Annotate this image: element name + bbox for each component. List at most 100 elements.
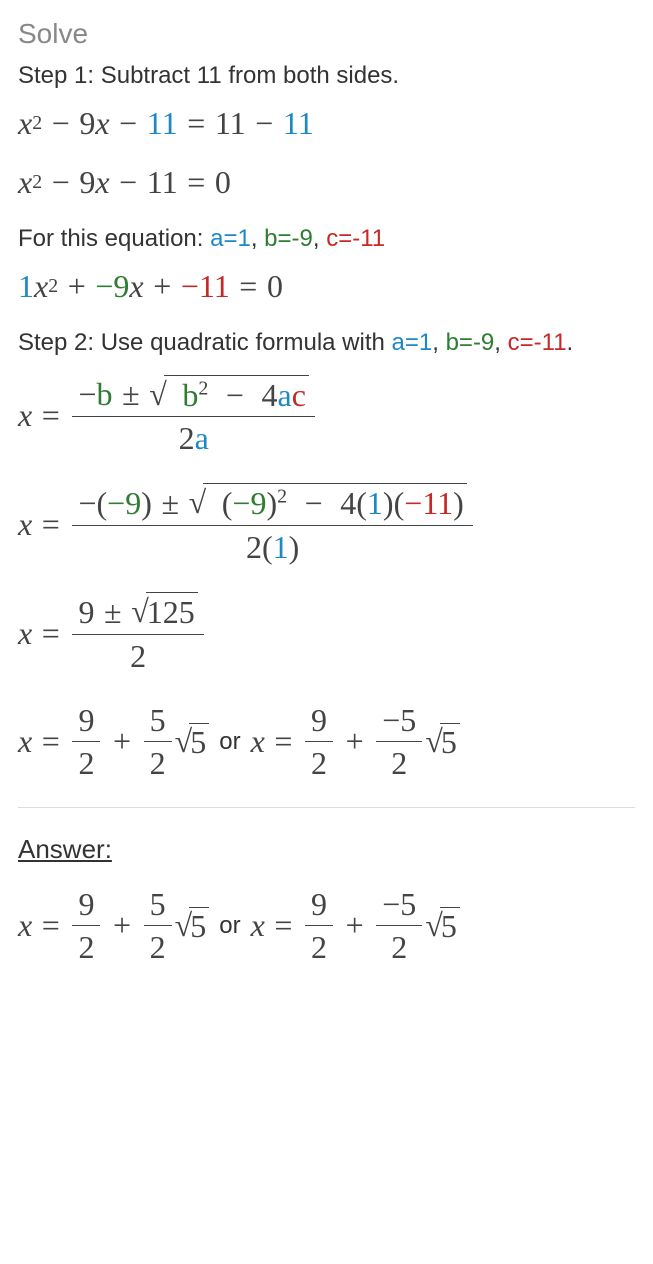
equals: = — [187, 164, 205, 201]
a-val: 1 — [367, 485, 383, 521]
answer-line: x = 92 + 52 √5 or x = 92 + −52 √5 — [18, 883, 635, 969]
equation-line-1: x2 − 9x − 11 = 11 − 11 — [18, 105, 635, 142]
coef-a: 1 — [18, 268, 34, 305]
plus-op: + — [346, 907, 364, 944]
step1-text: Step 1: Subtract 11 from both sides. — [18, 60, 635, 91]
equals: = — [42, 615, 60, 652]
var-x: x — [18, 397, 32, 434]
pm-op: ± — [161, 484, 179, 522]
minus-op: − — [119, 164, 137, 201]
plus-op: + — [68, 268, 86, 305]
var-a: a — [278, 377, 292, 413]
quadratic-substituted: x = −(−9) ± √ (−9)2 − 4(1)(−11) 2(1) — [18, 481, 635, 568]
close-paren: ) — [289, 528, 300, 566]
exp-2: 2 — [277, 486, 287, 508]
var-x: x — [18, 506, 32, 543]
equals: = — [274, 907, 292, 944]
two: 2 — [179, 419, 195, 457]
equals: = — [239, 268, 257, 305]
plus-op: + — [153, 268, 171, 305]
a-value: a=1 — [392, 329, 433, 356]
sqrt-125: √ 125 — [131, 592, 198, 631]
open-paren: ( — [356, 485, 367, 521]
four: 4 — [340, 485, 356, 521]
minus-op: − — [52, 164, 70, 201]
comma: , — [313, 225, 326, 252]
pm-op: ± — [122, 375, 140, 413]
for-eq-prefix: For this equation: — [18, 225, 210, 252]
four: 4 — [262, 377, 278, 413]
comma: , — [494, 329, 507, 356]
frac-m5-2: −52 — [376, 699, 422, 785]
open-paren: ( — [262, 528, 273, 566]
formula-fraction: −b ± √ b2 − 4ac 2a — [72, 373, 315, 460]
neg-b: −b — [78, 375, 112, 413]
coef-9: 9 — [79, 105, 95, 142]
exp-2: 2 — [32, 112, 42, 135]
close-paren: ) — [383, 485, 394, 521]
var-x: x — [18, 723, 32, 760]
pm-op: ± — [104, 593, 122, 631]
var-x: x — [95, 105, 109, 142]
sqrt-5: √5 — [175, 723, 210, 761]
var-a: a — [195, 419, 209, 457]
sub-fraction: −(−9) ± √ (−9)2 − 4(1)(−11) 2(1) — [72, 481, 472, 568]
var-c: c — [292, 377, 306, 413]
coef-c: −11 — [181, 268, 230, 305]
const-11-hl: 11 — [147, 105, 178, 142]
or-text: or — [219, 912, 240, 940]
two: 2 — [246, 528, 262, 566]
minus-op: − — [255, 105, 273, 142]
var-x: x — [129, 268, 143, 305]
exp-2: 2 — [48, 275, 58, 298]
frac-9-2: 92 — [72, 699, 100, 785]
equation-line-3: 1x2 + −9x + −11 = 0 — [18, 268, 635, 305]
open-paren: ( — [394, 485, 405, 521]
quadratic-formula: x = −b ± √ b2 − 4ac 2a — [18, 373, 635, 460]
solve-heading: Solve — [18, 18, 635, 50]
minus-op: − — [52, 105, 70, 142]
const-11: 11 — [147, 164, 178, 201]
step2-prefix: Step 2: Use quadratic formula with — [18, 329, 392, 356]
frac-9-2: 92 — [72, 883, 100, 969]
var-b: b — [182, 377, 198, 413]
var-x: x — [18, 105, 32, 142]
equals: = — [187, 105, 205, 142]
solutions-line: x = 92 + 52 √5 or x = 92 + −52 √5 — [18, 699, 635, 785]
exp-2: 2 — [198, 377, 208, 399]
quadratic-simplified: x = 9 ± √ 125 2 — [18, 590, 635, 677]
sqrt-5b: √5 — [425, 907, 460, 945]
frac-m5-2: −52 — [376, 883, 422, 969]
c-val: −11 — [404, 485, 453, 521]
var-x: x — [251, 907, 265, 944]
frac-9-2b: 92 — [305, 883, 333, 969]
c-value: c=-11 — [326, 225, 385, 252]
equals: = — [42, 506, 60, 543]
frac-5-2: 52 — [144, 699, 172, 785]
plus-op: + — [113, 907, 131, 944]
divider — [18, 807, 635, 808]
plus-op: + — [113, 723, 131, 760]
exp-2: 2 — [32, 171, 42, 194]
frac-5-2: 52 — [144, 883, 172, 969]
rhs-11: 11 — [215, 105, 246, 142]
c-value: c=-11 — [508, 329, 567, 356]
coef-9: 9 — [79, 164, 95, 201]
sqrt-5b: √5 — [425, 723, 460, 761]
open-paren: ( — [222, 485, 233, 521]
coefficients-text: For this equation: a=1, b=-9, c=-11 — [18, 223, 635, 254]
n125: 125 — [147, 594, 195, 630]
sqrt-disc-sub: √ (−9)2 − 4(1)(−11) — [189, 483, 467, 522]
minus-op: − — [226, 377, 244, 413]
comma: , — [251, 225, 264, 252]
close-paren: ) — [141, 484, 152, 522]
equals: = — [42, 907, 60, 944]
minus-op: − — [305, 485, 323, 521]
b-value: b=-9 — [446, 329, 495, 356]
var-x: x — [18, 164, 32, 201]
zero: 0 — [215, 164, 231, 201]
var-x: x — [251, 723, 265, 760]
equals: = — [42, 397, 60, 434]
zero: 0 — [267, 268, 283, 305]
close-paren: ) — [266, 485, 277, 521]
